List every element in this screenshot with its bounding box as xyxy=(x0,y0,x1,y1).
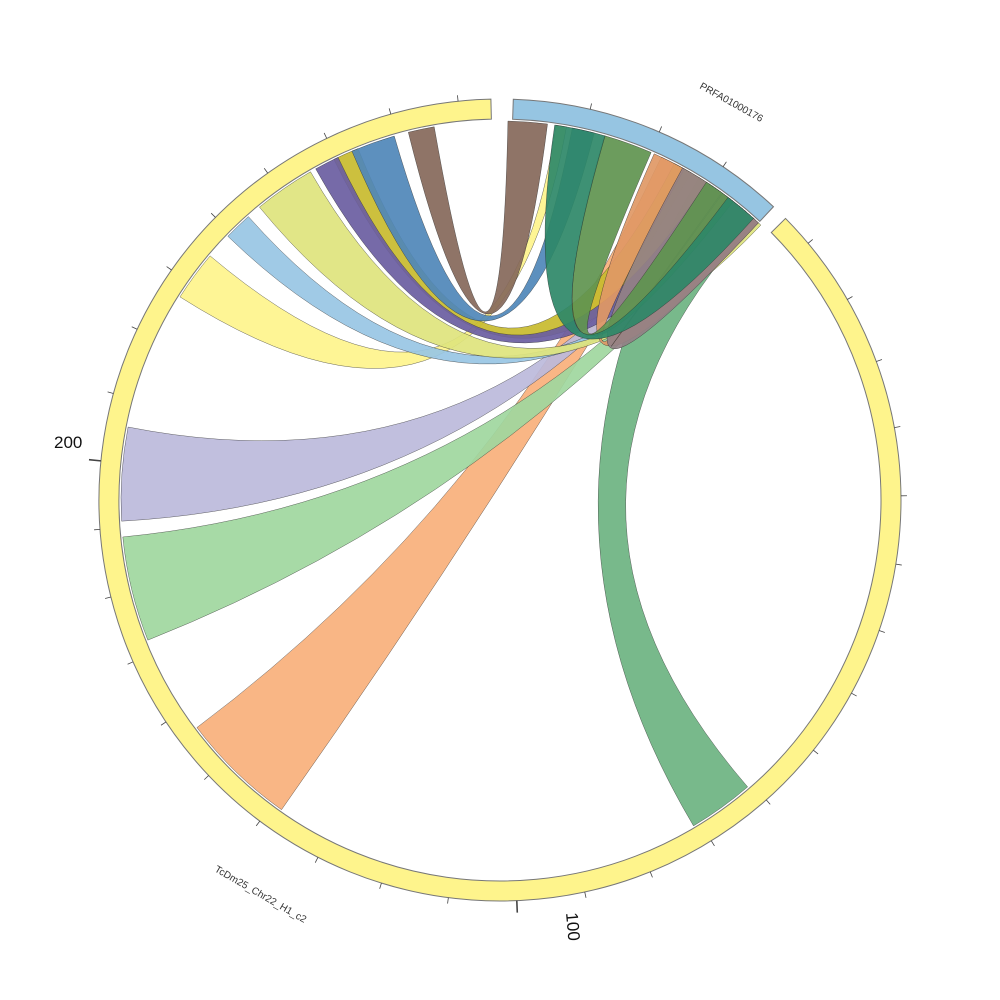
tick-mark xyxy=(807,239,813,244)
tick-layer xyxy=(88,95,907,913)
tick-mark xyxy=(210,212,216,218)
tick-mark xyxy=(765,799,771,805)
tick-mark xyxy=(255,820,261,827)
tick-mark xyxy=(722,161,727,168)
segment-layer xyxy=(98,98,902,902)
tick-label-200: 200 xyxy=(54,433,82,452)
tick-mark xyxy=(589,103,592,110)
tick-mark xyxy=(263,168,269,174)
tick-mark xyxy=(879,630,885,633)
tick-mark xyxy=(107,391,114,394)
tick-mark xyxy=(388,108,392,115)
segment-label-tcdm25-chr22-h1-c2: TcDm25_Chr22_H1_c2 xyxy=(213,864,309,926)
segment-tcdm25-chr22-h1-c2 xyxy=(98,98,902,902)
tick-mark-major xyxy=(88,458,101,462)
tick-mark xyxy=(851,692,857,697)
tick-mark xyxy=(104,596,112,599)
tick-mark xyxy=(813,749,819,755)
tick-mark xyxy=(876,359,883,362)
tick-mark xyxy=(131,326,138,330)
tick-mark xyxy=(584,891,587,898)
segment-label-prfa01000176: PRFA01000176 xyxy=(698,81,765,125)
tick-mark xyxy=(166,266,172,271)
tick-mark xyxy=(710,840,715,847)
tick-mark xyxy=(127,661,134,665)
tick-mark xyxy=(379,882,382,889)
tick-label-100: 100 xyxy=(562,912,583,942)
ribbon-15 xyxy=(544,124,754,340)
tick-mark xyxy=(895,563,902,566)
ribbon-1 xyxy=(597,177,756,827)
tick-mark xyxy=(894,426,901,429)
ribbon-layer xyxy=(120,120,762,827)
tick-mark-major xyxy=(515,900,519,913)
ribbon-14 xyxy=(572,135,734,337)
tick-mark xyxy=(323,132,328,139)
tick-mark xyxy=(447,897,449,904)
ribbon-11 xyxy=(408,120,548,315)
tick-mark xyxy=(314,857,319,863)
segment-prfa01000176 xyxy=(512,98,775,223)
tick-mark xyxy=(649,871,653,878)
tick-mark xyxy=(847,296,853,300)
tick-mark xyxy=(457,95,459,102)
tick-mark xyxy=(160,721,167,726)
tick-mark xyxy=(204,775,209,780)
tick-mark xyxy=(658,126,663,133)
